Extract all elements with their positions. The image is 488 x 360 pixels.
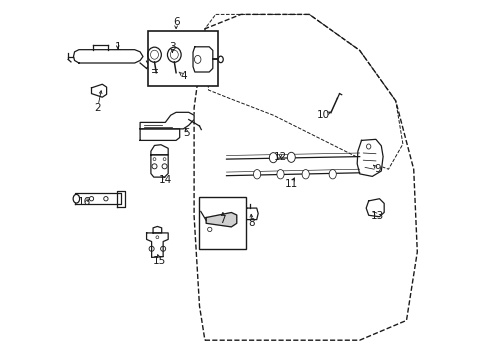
Polygon shape xyxy=(146,233,168,257)
Ellipse shape xyxy=(218,56,223,63)
Text: 6: 6 xyxy=(172,17,179,27)
Polygon shape xyxy=(75,193,121,204)
Polygon shape xyxy=(151,155,168,177)
Ellipse shape xyxy=(328,170,336,179)
Text: 8: 8 xyxy=(248,218,254,228)
Text: 11: 11 xyxy=(284,179,297,189)
Text: 9: 9 xyxy=(374,164,380,174)
Ellipse shape xyxy=(73,194,80,203)
Polygon shape xyxy=(153,226,162,233)
Text: 10: 10 xyxy=(317,110,329,120)
Polygon shape xyxy=(140,112,194,129)
Polygon shape xyxy=(151,145,168,155)
Polygon shape xyxy=(91,84,106,97)
Polygon shape xyxy=(244,208,258,220)
Polygon shape xyxy=(170,64,192,78)
Text: 1: 1 xyxy=(114,42,121,52)
Text: 14: 14 xyxy=(158,175,172,185)
Text: 13: 13 xyxy=(370,211,384,221)
Ellipse shape xyxy=(276,170,284,179)
Text: 2: 2 xyxy=(94,103,101,113)
Text: 12: 12 xyxy=(273,152,286,162)
Ellipse shape xyxy=(269,153,277,163)
Ellipse shape xyxy=(253,170,260,179)
Polygon shape xyxy=(140,129,179,140)
Text: 5: 5 xyxy=(183,128,190,138)
FancyBboxPatch shape xyxy=(148,31,218,86)
Text: 7: 7 xyxy=(219,215,226,225)
Text: 15: 15 xyxy=(153,256,166,266)
Ellipse shape xyxy=(156,47,177,62)
Polygon shape xyxy=(356,139,382,176)
Text: 4: 4 xyxy=(180,71,186,81)
Polygon shape xyxy=(366,199,384,217)
Text: 16: 16 xyxy=(78,197,91,207)
Polygon shape xyxy=(73,50,142,63)
Ellipse shape xyxy=(287,152,295,162)
FancyBboxPatch shape xyxy=(199,197,246,249)
Text: 3: 3 xyxy=(169,42,176,52)
Polygon shape xyxy=(206,212,236,227)
Ellipse shape xyxy=(302,170,309,179)
Polygon shape xyxy=(117,191,124,207)
Polygon shape xyxy=(193,47,212,72)
